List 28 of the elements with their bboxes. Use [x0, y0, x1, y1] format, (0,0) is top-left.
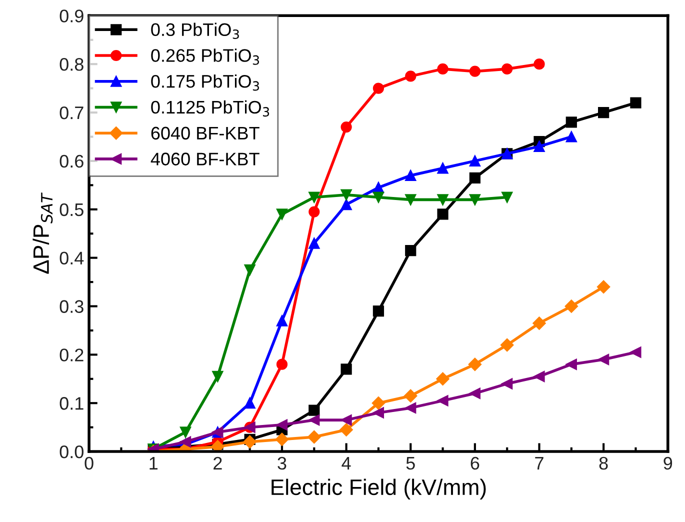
legend-label: 4060 BF-KBT: [150, 152, 260, 166]
y-axis-title: ΔP/P$_{SAT}$: [32, 192, 53, 274]
y-tick-label: 0.6: [60, 154, 84, 168]
y-tick-label: 0.9: [60, 10, 84, 22]
x-tick-label: 6: [470, 456, 480, 470]
y-tick-label: 0.0: [60, 445, 84, 458]
y-tick-label: 0.4: [60, 252, 84, 265]
x-tick-label: 2: [214, 456, 222, 470]
x-tick-label: 1: [150, 457, 158, 470]
x-axis-title: Electric Field (kV/mm): [272, 478, 486, 500]
y-tick-label: 0.8: [60, 58, 84, 71]
y-tick-label: 0.1: [60, 397, 84, 410]
x-tick-label: 4: [342, 457, 351, 470]
x-tick-label: 8: [599, 456, 608, 470]
x-tick-label: 9: [664, 456, 672, 470]
y-tick-label: 0.7: [60, 106, 84, 120]
y-tick-label: 0.3: [60, 300, 84, 313]
x-tick-label: 7: [535, 457, 544, 470]
legend-label: 0.1125 PbTiO$_{3}$: [151, 100, 270, 117]
legend-label: 0.265 PbTiO$_{3}$: [151, 48, 260, 65]
legend-label: 0.3 PbTiO$_{3}$: [151, 22, 239, 40]
x-tick-label: 5: [406, 457, 415, 470]
x-tick-label: 0: [84, 456, 94, 470]
legend-label: 0.175 PbTiO$_{3}$: [151, 74, 260, 91]
x-tick-label: 3: [278, 456, 286, 470]
legend-label: 6040 BF-KBT: [151, 126, 260, 140]
y-tick-label: 0.2: [60, 348, 84, 362]
y-tick-label: 0.5: [60, 203, 84, 216]
